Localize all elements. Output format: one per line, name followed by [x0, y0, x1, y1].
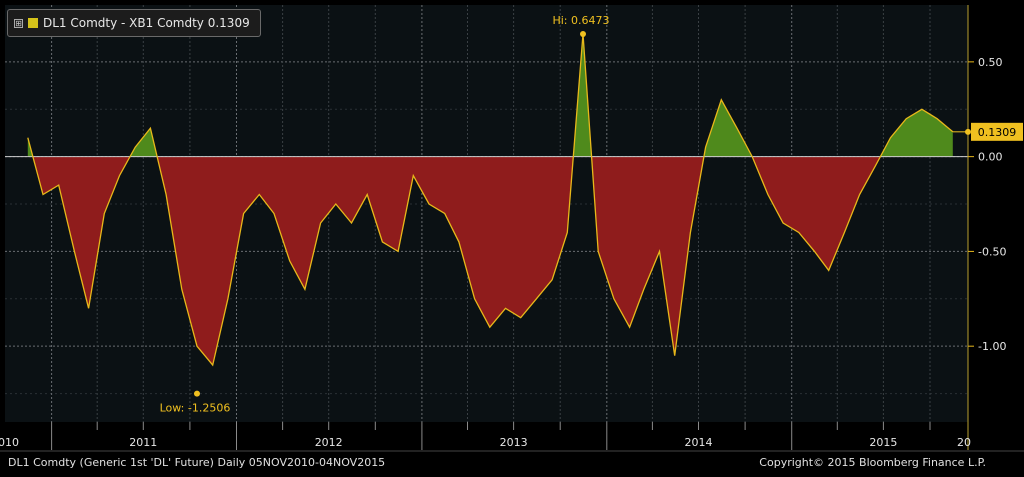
last-value-box — [971, 122, 1023, 141]
x-year-label: 2013 — [500, 436, 528, 449]
legend[interactable]: ⊞ DL1 Comdty - XB1 Comdty 0.1309 — [7, 9, 261, 37]
x-year-label: 20 — [957, 436, 971, 449]
y-tick-label: -1.00 — [978, 340, 1006, 353]
x-year-label: 2015 — [869, 436, 897, 449]
high-marker — [580, 30, 587, 37]
series-line — [27, 33, 954, 367]
x-year-label: 2011 — [129, 436, 157, 449]
footer-copyright: Copyright© 2015 Bloomberg Finance L.P. — [759, 456, 986, 469]
y-tick-label: 0.50 — [978, 56, 1003, 69]
last-value-dot — [965, 128, 971, 135]
positive-area — [27, 33, 953, 157]
expand-icon[interactable]: ⊞ — [14, 18, 23, 28]
x-year-label: 2014 — [685, 436, 713, 449]
high-label: Hi: 0.6473 — [552, 14, 609, 27]
low-marker — [193, 390, 200, 397]
low-label: Low: -1.2506 — [160, 402, 231, 415]
y-tick-label: -0.50 — [978, 245, 1006, 258]
footer-description: DL1 Comdty (Generic 1st 'DL' Future) Dai… — [8, 456, 386, 469]
legend-label: DL1 Comdty - XB1 Comdty 0.1309 — [43, 16, 250, 30]
x-year-label: 010 — [0, 436, 19, 449]
y-tick-label: 0.00 — [978, 151, 1003, 164]
x-axis-band — [5, 422, 968, 450]
legend-swatch — [28, 18, 38, 28]
last-value-label: 0.1309 — [978, 126, 1017, 139]
x-year-label: 2012 — [315, 436, 343, 449]
